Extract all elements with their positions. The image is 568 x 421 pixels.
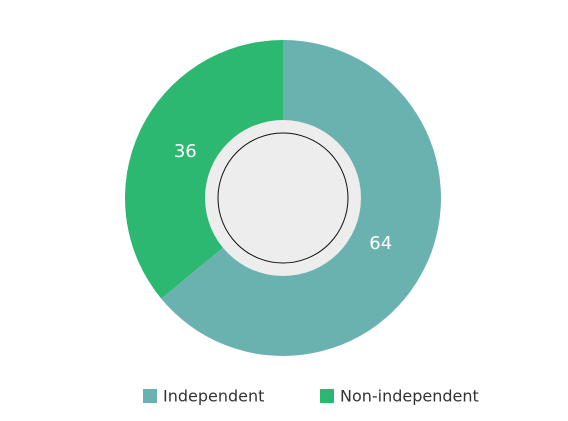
legend-swatch (143, 389, 157, 403)
data-label: 36 (174, 141, 197, 162)
legend-label: Non-independent (340, 387, 479, 406)
slice (124, 40, 283, 299)
data-labels: 64 36 (174, 141, 392, 254)
legend: Independent Non-independent (143, 387, 479, 406)
data-label: 64 (369, 233, 392, 254)
legend-swatch (320, 389, 334, 403)
legend-label: Independent (163, 387, 264, 406)
center-ring (217, 132, 349, 264)
